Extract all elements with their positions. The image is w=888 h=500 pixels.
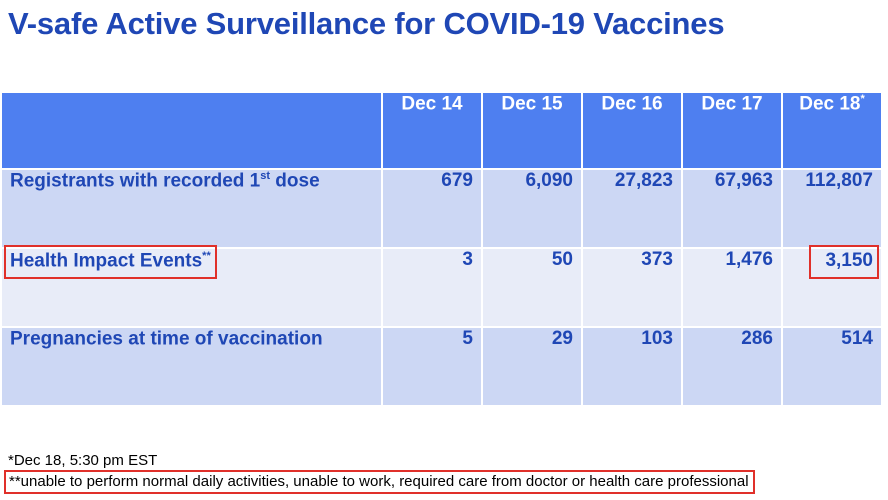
table-row-pregnancies: Pregnancies at time of vaccination 5 29 … bbox=[0, 326, 883, 407]
header-corner-cell bbox=[0, 91, 383, 170]
table-cell: 373 bbox=[581, 247, 683, 328]
table-cell: 6,090 bbox=[481, 168, 583, 249]
table-cell: 286 bbox=[681, 326, 783, 407]
column-header: Dec 14 bbox=[381, 91, 483, 170]
row-label: Registrants with recorded 1st dose bbox=[0, 168, 383, 249]
column-header: Dec 17 bbox=[681, 91, 783, 170]
highlight-box: Health Impact Events** bbox=[4, 245, 217, 280]
footnote-definition: **unable to perform normal daily activit… bbox=[4, 470, 755, 494]
table-cell: 5 bbox=[381, 326, 483, 407]
table-cell: 3,150 bbox=[781, 245, 883, 328]
table-cell: 67,963 bbox=[681, 168, 783, 249]
table-cell: 112,807 bbox=[781, 168, 883, 249]
column-header: Dec 18* bbox=[781, 91, 883, 170]
table-cell: 3 bbox=[381, 247, 483, 328]
table-cell: 50 bbox=[481, 247, 583, 328]
table-cell: 1,476 bbox=[681, 247, 783, 328]
table-header-row: Dec 14 Dec 15 Dec 16 Dec 17 Dec 18* bbox=[0, 91, 883, 170]
column-header: Dec 15 bbox=[481, 91, 583, 170]
table-cell: 679 bbox=[381, 168, 483, 249]
table-cell: 514 bbox=[781, 326, 883, 407]
row-label: Pregnancies at time of vaccination bbox=[0, 326, 383, 407]
table-cell: 29 bbox=[481, 326, 583, 407]
footnote-date: *Dec 18, 5:30 pm EST bbox=[8, 452, 158, 469]
table-cell: 27,823 bbox=[581, 168, 683, 249]
row-label: Health Impact Events** bbox=[0, 245, 383, 328]
surveillance-table: Dec 14 Dec 15 Dec 16 Dec 17 Dec 18* Regi… bbox=[0, 91, 883, 407]
table-row-registrants: Registrants with recorded 1st dose 679 6… bbox=[0, 168, 883, 249]
highlight-box: 3,150 bbox=[809, 245, 879, 279]
table-cell: 103 bbox=[581, 326, 683, 407]
table-row-health-impact: Health Impact Events** 3 50 373 1,476 3,… bbox=[0, 245, 883, 328]
slide-title: V-safe Active Surveillance for COVID-19 … bbox=[8, 6, 725, 41]
column-header: Dec 16 bbox=[581, 91, 683, 170]
